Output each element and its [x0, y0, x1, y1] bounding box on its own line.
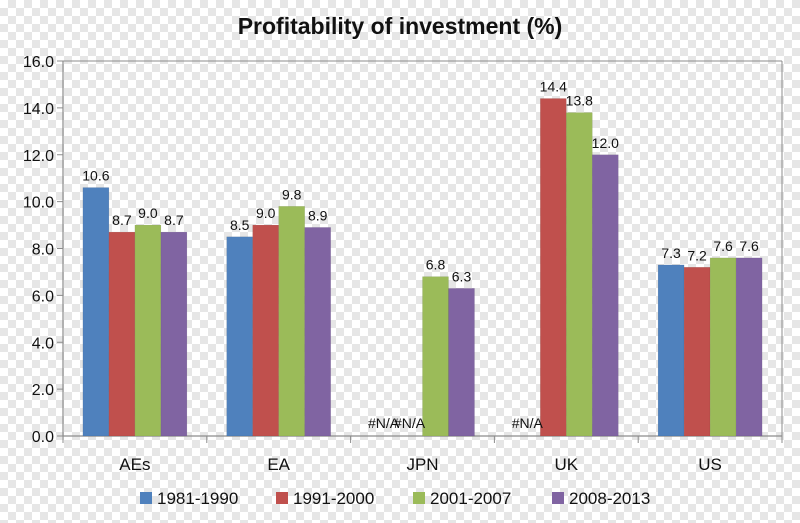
legend-swatch — [140, 492, 152, 504]
legend-label: 2008-2013 — [569, 489, 650, 508]
legend-label: 1981-1990 — [157, 489, 238, 508]
data-label: 9.0 — [256, 205, 276, 221]
y-tick-label: 2.0 — [32, 382, 54, 399]
bar — [735, 257, 763, 437]
data-label: 8.5 — [230, 217, 250, 233]
y-tick-label: 14.0 — [23, 101, 54, 118]
y-tick-label: 0.0 — [32, 429, 54, 446]
bar — [226, 236, 253, 437]
data-label-na: #N/A — [512, 415, 544, 431]
y-tick-label: 16.0 — [23, 54, 54, 71]
data-label: 14.4 — [540, 79, 567, 95]
bar — [422, 276, 449, 437]
data-label: 6.8 — [426, 257, 446, 273]
data-label-na: #N/A — [394, 415, 426, 431]
y-tick-label: 8.0 — [32, 242, 54, 259]
data-labels: 10.68.7 9.0 8.7 8.59.09.88.9#N/A#N/A6.86.3#… — [82, 79, 759, 432]
bar — [592, 154, 619, 437]
data-label: 8.9 — [308, 207, 328, 223]
chart-title: Profitability of investment (%) — [238, 13, 563, 39]
y-tick-label: 12.0 — [23, 148, 54, 165]
category-label: EA — [267, 455, 290, 474]
bar — [252, 224, 279, 437]
bar — [134, 224, 162, 437]
legend-swatch — [552, 492, 564, 504]
y-tick-label: 6.0 — [32, 288, 54, 305]
category-label: AEs — [119, 455, 150, 474]
data-label: 10.6 — [82, 168, 109, 184]
data-label: 12.0 — [592, 135, 619, 151]
data-label: 7.6 — [713, 238, 733, 254]
data-label: 7.2 — [687, 247, 707, 263]
category-label: US — [698, 455, 722, 474]
bars — [82, 98, 763, 437]
bar — [82, 187, 110, 437]
y-tick-label: 4.0 — [32, 335, 54, 352]
data-label-na: #N/A — [368, 415, 400, 431]
category-label: UK — [554, 455, 578, 474]
bar — [683, 267, 711, 437]
data-label: 7.6 — [739, 238, 759, 254]
bar — [540, 98, 567, 437]
bar — [448, 288, 475, 437]
legend-swatch — [413, 492, 425, 504]
bar — [108, 231, 136, 437]
bar — [304, 227, 331, 437]
data-label: 6.3 — [452, 268, 472, 284]
category-label: JPN — [406, 455, 438, 474]
y-tick-label: 10.0 — [23, 195, 54, 212]
bar — [709, 257, 737, 437]
bar — [160, 231, 188, 437]
data-label: 13.8 — [566, 93, 593, 109]
legend-label: 1991-2000 — [293, 489, 374, 508]
data-label: 9.0 — [138, 205, 158, 221]
bar — [657, 264, 685, 437]
legend: 1981-1990 1991-2000 2001-2007 2008-2013 — [140, 489, 650, 508]
data-label: 7.3 — [661, 245, 681, 261]
bar — [566, 112, 593, 437]
data-label: 9.8 — [282, 186, 302, 202]
legend-swatch — [276, 492, 288, 504]
data-label: 8.7 — [164, 212, 184, 228]
data-label: 8.7 — [112, 212, 132, 228]
axes: 0.0 2.0 4.0 6.0 8.0 10.0 12.0 14.0 16.0 AEs EA JPN U… — [23, 54, 783, 474]
bar — [278, 206, 305, 437]
legend-label: 2001-2007 — [430, 489, 511, 508]
